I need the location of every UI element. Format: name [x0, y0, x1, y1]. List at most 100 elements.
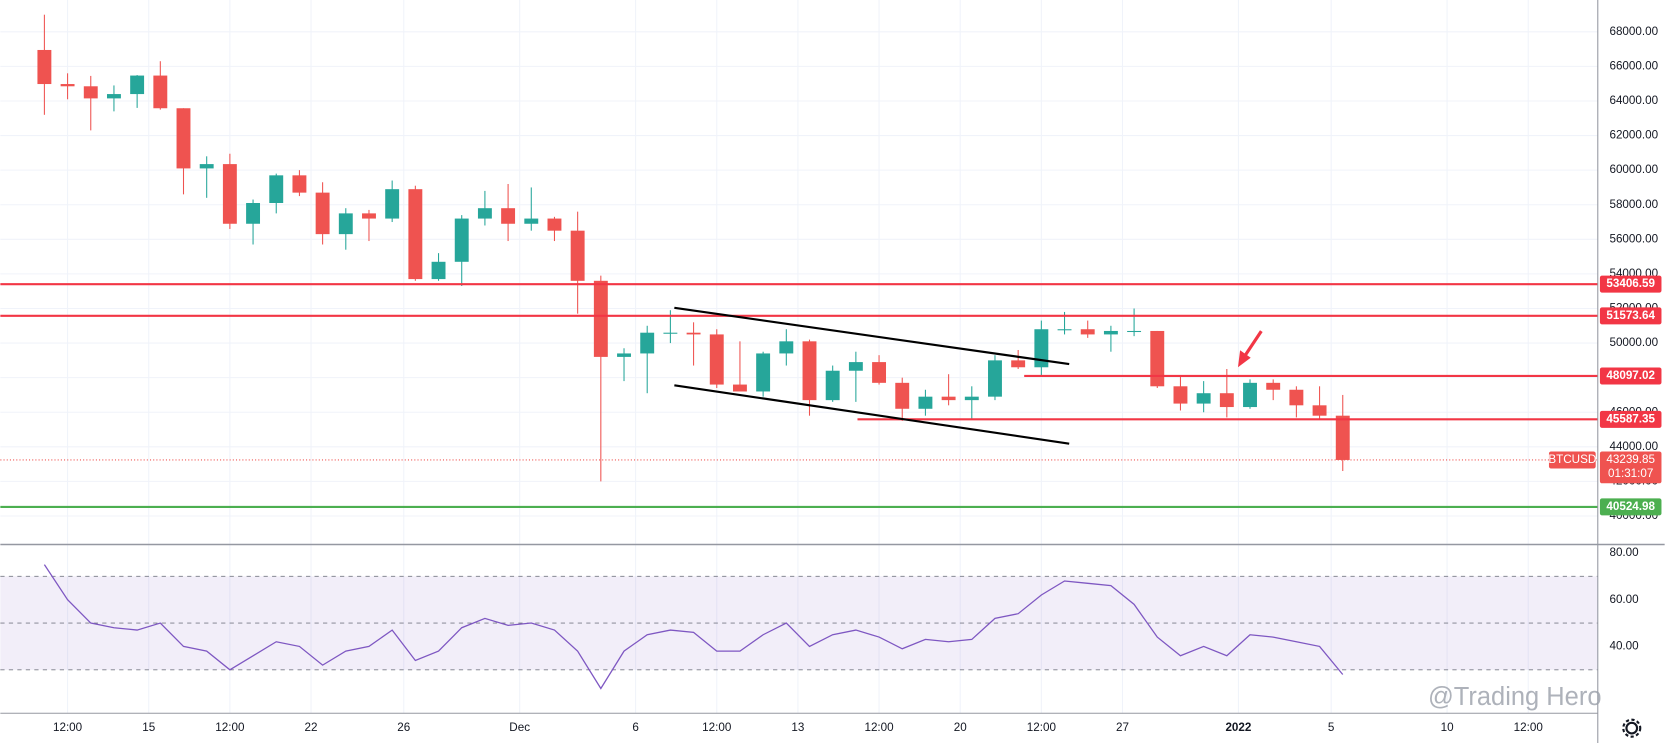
candle-body	[60, 84, 75, 87]
candle-body	[570, 230, 585, 281]
candle-body	[83, 86, 98, 99]
candle-body	[1243, 382, 1257, 408]
candle-body	[1219, 393, 1234, 408]
plot	[0, 14, 1598, 690]
candle-body	[1335, 415, 1350, 460]
y-tick-label: 60000.00	[1609, 163, 1658, 176]
rsi-tick-label: 80.00	[1609, 546, 1639, 559]
symbol-tag	[1548, 451, 1596, 469]
candle-body	[1034, 329, 1049, 368]
candle-body	[37, 49, 52, 85]
candle-body	[1080, 329, 1095, 335]
candle-body	[362, 213, 376, 219]
y-tick-label: 56000.00	[1609, 232, 1658, 245]
last-price-label: 43239.85	[1606, 453, 1655, 466]
x-tick-label: 12:00	[1514, 721, 1544, 734]
candle-body	[988, 360, 1002, 397]
candle-body	[222, 164, 237, 224]
candle-body	[872, 362, 887, 383]
y-tick-label: 62000.00	[1609, 129, 1658, 142]
candle-body	[153, 75, 168, 109]
candle-body	[176, 108, 191, 169]
candle-body	[431, 261, 446, 280]
last-price-tag	[1599, 451, 1662, 484]
candle-body	[732, 384, 747, 392]
candle-body	[964, 396, 979, 401]
arrow	[1237, 330, 1263, 368]
candle-body	[779, 341, 794, 354]
level-label: 40524.98	[1606, 500, 1655, 513]
rsi-line	[43, 564, 1344, 690]
candle-body	[663, 332, 678, 334]
candle-body	[315, 192, 330, 235]
candle-body	[1127, 330, 1142, 333]
candle-body	[593, 280, 608, 357]
candle-body	[825, 370, 840, 401]
countdown-label: 01:31:07	[1608, 467, 1653, 480]
candle-body	[269, 175, 284, 204]
x-tick-label: 26	[397, 721, 410, 734]
level-tag	[1599, 275, 1662, 293]
y-tick-label: 50000.00	[1609, 336, 1658, 349]
trend-line	[674, 306, 1070, 366]
candle-body	[106, 94, 121, 99]
candle-body	[246, 203, 261, 224]
x-tick-label: 22	[305, 721, 318, 734]
candle-body	[454, 218, 469, 262]
rsi-tick-label: 60.00	[1609, 593, 1639, 606]
x-tick-label: 13	[791, 721, 804, 734]
x-tick-label: 2022	[1225, 721, 1251, 734]
candle-body	[1057, 329, 1072, 331]
level-label: 45587.35	[1606, 412, 1655, 425]
level-tag	[1599, 410, 1662, 428]
candle-body	[292, 175, 307, 193]
settings-icon[interactable]	[1622, 718, 1642, 738]
candle-body	[130, 75, 145, 95]
candle-body	[1266, 382, 1281, 390]
candle-body	[1312, 405, 1327, 416]
candle-body	[338, 213, 353, 235]
level-label: 48097.02	[1606, 369, 1655, 382]
candle-body	[385, 189, 400, 219]
x-tick-label: 12:00	[53, 721, 83, 734]
candle-body	[918, 396, 933, 409]
candle-body	[1150, 330, 1165, 387]
x-tick-label: 15	[142, 721, 155, 734]
y-tick-label: 64000.00	[1609, 94, 1658, 107]
candle-body	[547, 218, 562, 231]
x-tick-label: 20	[954, 721, 967, 734]
symbol-label: BTCUSD	[1548, 453, 1596, 466]
x-tick-label: 12:00	[702, 721, 732, 734]
axes: 12:00 15 12:00 22 26 Dec 6 12:00 13 12:00 20 12:00 2…	[53, 25, 1662, 734]
y-tick-label: 66000.00	[1609, 59, 1658, 72]
candle-body	[640, 332, 655, 354]
candle-body	[756, 353, 771, 392]
x-tick-label: 12:00	[864, 721, 894, 734]
candle-body	[941, 396, 956, 401]
level-label: 51573.64	[1606, 309, 1655, 322]
x-tick-label: 12:00	[1027, 721, 1057, 734]
candle-body	[895, 382, 910, 409]
y-tick-label: 44000.00	[1609, 440, 1658, 453]
candle-body	[1173, 386, 1188, 404]
candle-body	[408, 189, 423, 280]
trend-line	[674, 384, 1070, 445]
x-tick-label: 6	[632, 721, 638, 734]
candle-body	[501, 208, 516, 224]
x-tick-label: 27	[1116, 721, 1129, 734]
y-tick-label: 58000.00	[1609, 198, 1658, 211]
candle-body	[1011, 360, 1026, 368]
x-tick-label: 5	[1328, 721, 1334, 734]
candle-body	[802, 341, 817, 401]
candle-body	[1196, 393, 1211, 404]
x-tick-label: Dec	[509, 721, 530, 734]
candle-body	[617, 353, 631, 357]
candle-body	[477, 208, 492, 219]
level-tag	[1599, 367, 1662, 385]
x-tick-label: 12:00	[215, 721, 245, 734]
rsi-tick-label: 40.00	[1609, 640, 1639, 653]
candle-body	[1289, 389, 1304, 406]
candle-body	[686, 332, 701, 335]
